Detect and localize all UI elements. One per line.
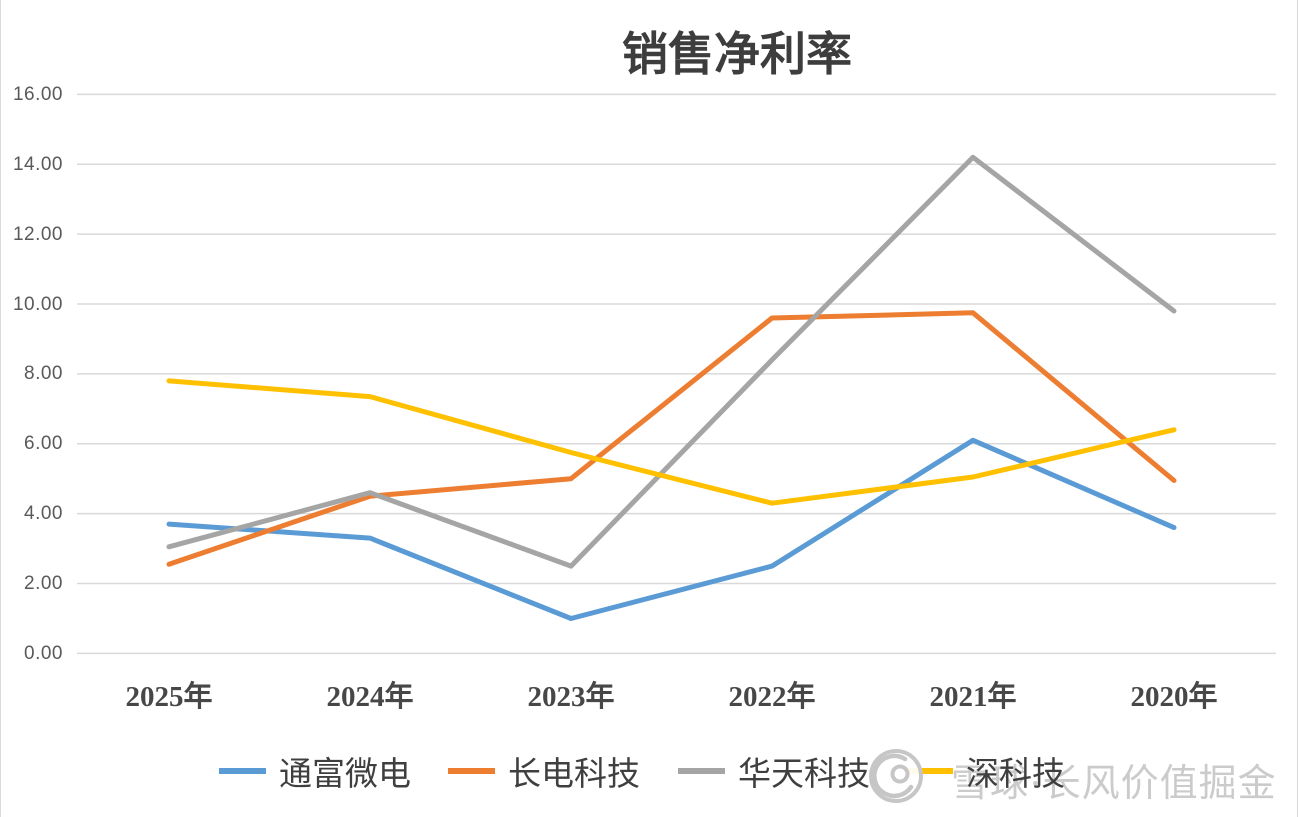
x-axis-label: 2022年 [728, 681, 816, 713]
legend-swatch [678, 768, 725, 774]
x-axis-label: 2025年 [125, 681, 213, 713]
legend-swatch [219, 768, 266, 774]
series-line-长电科技 [166, 310, 1177, 567]
y-axis-label: 2.00 [24, 573, 63, 595]
y-axis-label: 16.00 [12, 83, 63, 105]
y-axis-label: 6.00 [24, 433, 63, 455]
series-lines [166, 154, 1177, 621]
legend-item-通富微电: 通富微电 [219, 748, 411, 794]
gridlines [77, 93, 1276, 655]
y-axis-label: 4.00 [24, 503, 63, 525]
legend-swatch [448, 768, 495, 774]
legend-item-长电科技: 长电科技 [448, 748, 640, 794]
x-axis-label: 2023年 [527, 681, 615, 713]
legend-label: 华天科技 [738, 757, 870, 793]
legend-item-华天科技: 华天科技 [678, 748, 870, 794]
legend-label: 通富微电 [279, 757, 411, 793]
watermark-text: 雪球·长风价值掘金 [951, 763, 1277, 805]
chart-title: 销售净利率 [622, 29, 852, 80]
legend-label: 深科技 [966, 757, 1065, 793]
x-axis-label: 2021年 [929, 681, 1017, 713]
series-line-通富微电 [166, 437, 1177, 621]
xueqiu-logo-icon [869, 749, 923, 803]
x-axis-label: 2020年 [1130, 681, 1218, 713]
y-axis-label: 10.00 [12, 293, 63, 315]
y-axis-label: 12.00 [12, 223, 63, 245]
y-axis-label: 14.00 [12, 153, 63, 175]
legend-label: 长电科技 [508, 757, 640, 793]
y-axis-label: 0.00 [24, 642, 63, 664]
legend-swatch [906, 768, 953, 774]
y-axis-label: 8.00 [24, 363, 63, 385]
series-line-华天科技 [166, 154, 1177, 569]
x-axis-label: 2024年 [326, 681, 414, 713]
series-line-深科技 [166, 378, 1177, 506]
legend-item-深科技: 深科技 [906, 748, 1065, 794]
